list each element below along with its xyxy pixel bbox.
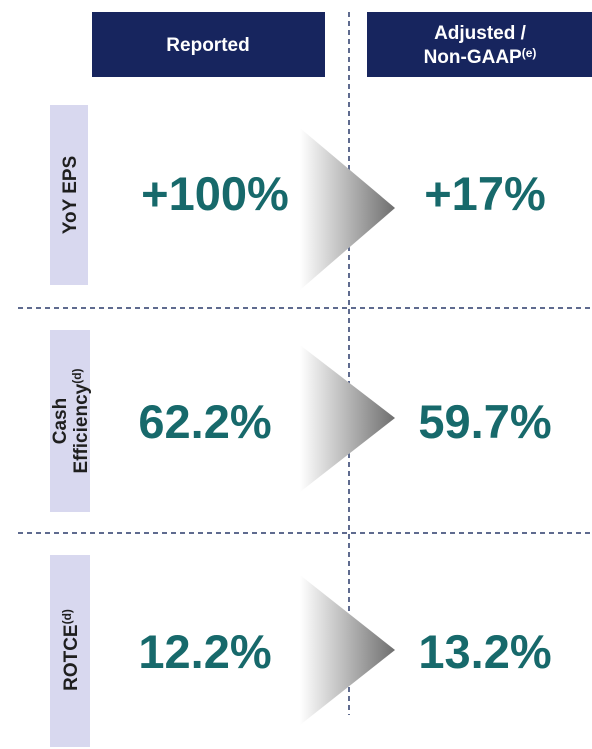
arrow: [300, 575, 395, 725]
arrow: [300, 345, 395, 492]
adjusted-value: 13.2%: [418, 625, 551, 678]
row-label-box: [50, 330, 90, 512]
footnote-mark: (d): [60, 609, 74, 624]
arrow: [300, 128, 395, 290]
footnote-mark: (d): [70, 368, 84, 383]
reported-value: +100%: [141, 167, 289, 220]
row-label: YoY EPS: [60, 156, 81, 235]
adjusted-value: 59.7%: [418, 395, 551, 448]
header-box: [92, 12, 325, 77]
row-label: Cash: [50, 398, 71, 444]
column-header: Adjusted /: [434, 23, 527, 44]
row-label: ROTCE(d): [60, 609, 82, 691]
row-label-box: [50, 555, 90, 747]
header-box: [367, 12, 592, 77]
row-label-box: [50, 105, 88, 285]
row-label-line: Efficiency: [71, 383, 92, 473]
row-label-line: ROTCE: [61, 624, 82, 691]
column-header: Reported: [166, 35, 249, 56]
column-header: Non-GAAP(e): [424, 46, 537, 68]
row-label: Efficiency(d): [70, 368, 92, 473]
footnote-mark: (e): [522, 46, 537, 60]
reported-value: 62.2%: [138, 395, 271, 448]
adjusted-value: +17%: [424, 167, 546, 220]
column-header-line: Non-GAAP: [424, 47, 522, 68]
reported-value: 12.2%: [138, 625, 271, 678]
